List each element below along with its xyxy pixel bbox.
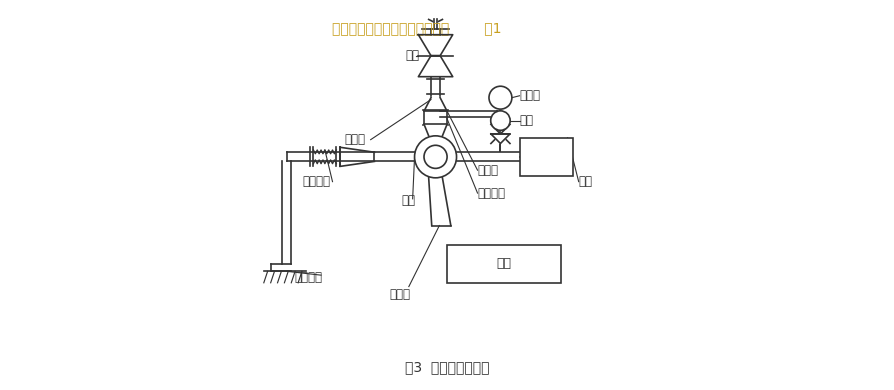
Text: 橡胶软管: 橡胶软管 [477, 186, 505, 200]
Polygon shape [418, 35, 452, 56]
Bar [519, 138, 573, 176]
Text: 图3  水泵安装示意图: 图3 水泵安装示意图 [405, 360, 489, 374]
Circle shape [489, 86, 512, 109]
Polygon shape [491, 134, 510, 144]
Polygon shape [418, 56, 452, 77]
Text: 基础: 基础 [497, 257, 511, 270]
Text: 表弯: 表弯 [519, 114, 534, 127]
Text: 各项工作逻辑关系及工作时间表        表1: 各项工作逻辑关系及工作时间表 表1 [332, 21, 502, 35]
Text: 变径管: 变径管 [477, 164, 499, 177]
Text: 水泵: 水泵 [401, 194, 415, 207]
Text: 异径管: 异径管 [390, 288, 410, 301]
Circle shape [415, 136, 457, 178]
Text: 短直管: 短直管 [344, 133, 365, 146]
Polygon shape [424, 98, 447, 111]
Text: 电机: 电机 [578, 175, 593, 188]
Polygon shape [424, 124, 447, 136]
Text: 压力表: 压力表 [519, 89, 541, 102]
Text: 独立支架: 独立支架 [294, 271, 323, 284]
Text: 闸阀: 闸阀 [405, 49, 419, 62]
Bar [447, 245, 561, 283]
Text: 金属软管: 金属软管 [302, 175, 330, 188]
Circle shape [491, 111, 510, 130]
